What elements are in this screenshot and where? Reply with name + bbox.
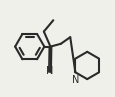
- Text: N: N: [72, 75, 79, 85]
- Text: N: N: [46, 66, 53, 76]
